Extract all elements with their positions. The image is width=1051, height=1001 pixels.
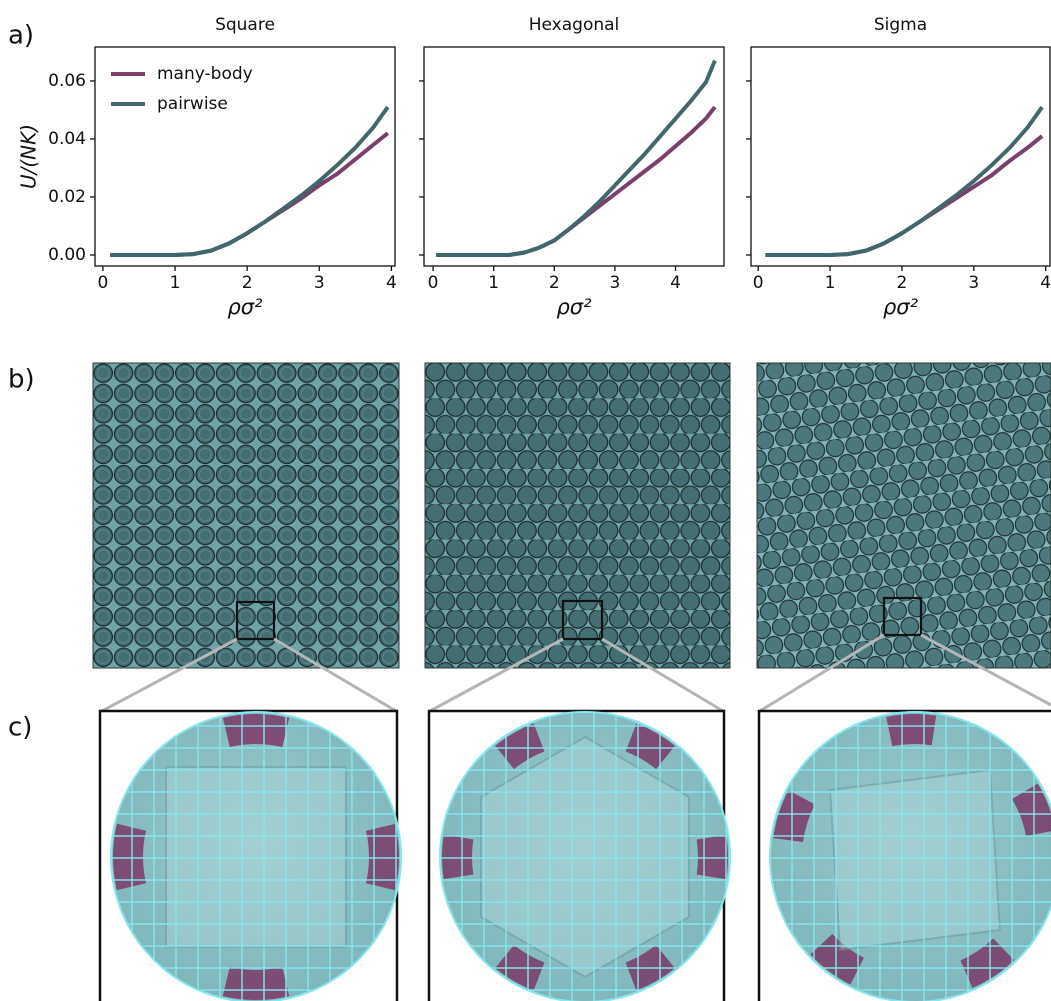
axes-frame — [424, 47, 724, 266]
particle-render — [759, 711, 1051, 1001]
x-tick-label: 1 — [825, 273, 836, 293]
x-tick-label: 4 — [670, 273, 681, 293]
x-tick-label: 4 — [1040, 273, 1051, 293]
x-tick-label: 0 — [98, 273, 109, 293]
snapshot — [425, 363, 730, 668]
x-tick-label: 0 — [428, 273, 439, 293]
chart-title: Square — [215, 15, 275, 35]
x-tick-label: 1 — [488, 273, 499, 293]
x-tick-label: 2 — [242, 273, 253, 293]
figure: a) b) c) — [0, 0, 1051, 1001]
x-tick-label: 3 — [968, 273, 979, 293]
y-tick-label: 0.04 — [48, 129, 86, 149]
x-tick-label: 1 — [170, 273, 181, 293]
x-axis-label: ρσ² — [556, 295, 592, 319]
particle-render — [100, 711, 420, 1001]
y-tick-label: 0.06 — [48, 71, 86, 91]
line — [110, 107, 388, 255]
charts: Square ρσ² U/(NK) 0 1 2 3 4 0.00 0.02 0.04 0.06 many… — [17, 15, 1051, 319]
line — [110, 133, 388, 255]
x-tick-label: 4 — [386, 273, 397, 293]
y-tick-label: 0.00 — [48, 245, 86, 265]
x-tick-label: 2 — [897, 273, 908, 293]
panel-label: b) — [8, 365, 35, 395]
chart-title: Sigma — [874, 15, 927, 35]
chart-title: Hexagonal — [529, 15, 620, 35]
y-tick-label: 0.02 — [48, 187, 86, 207]
snapshot — [757, 363, 1051, 668]
x-tick-label: 3 — [314, 273, 325, 293]
x-axis-label: ρσ² — [883, 295, 919, 319]
y-axis-label: U/(NK) — [17, 124, 41, 189]
legend-label: many-body — [157, 64, 253, 84]
panel-label: c) — [8, 713, 32, 743]
x-tick-label: 2 — [549, 273, 560, 293]
x-tick-label: 3 — [609, 273, 620, 293]
line — [436, 107, 715, 255]
legend-label: pairwise — [157, 94, 228, 114]
line — [765, 107, 1042, 255]
particle-render — [429, 711, 749, 1001]
snapshot — [93, 363, 399, 668]
panel-label: a) — [8, 21, 34, 51]
x-tick-label: 0 — [753, 273, 764, 293]
line — [436, 61, 715, 255]
x-axis-label: ρσ² — [227, 295, 263, 319]
